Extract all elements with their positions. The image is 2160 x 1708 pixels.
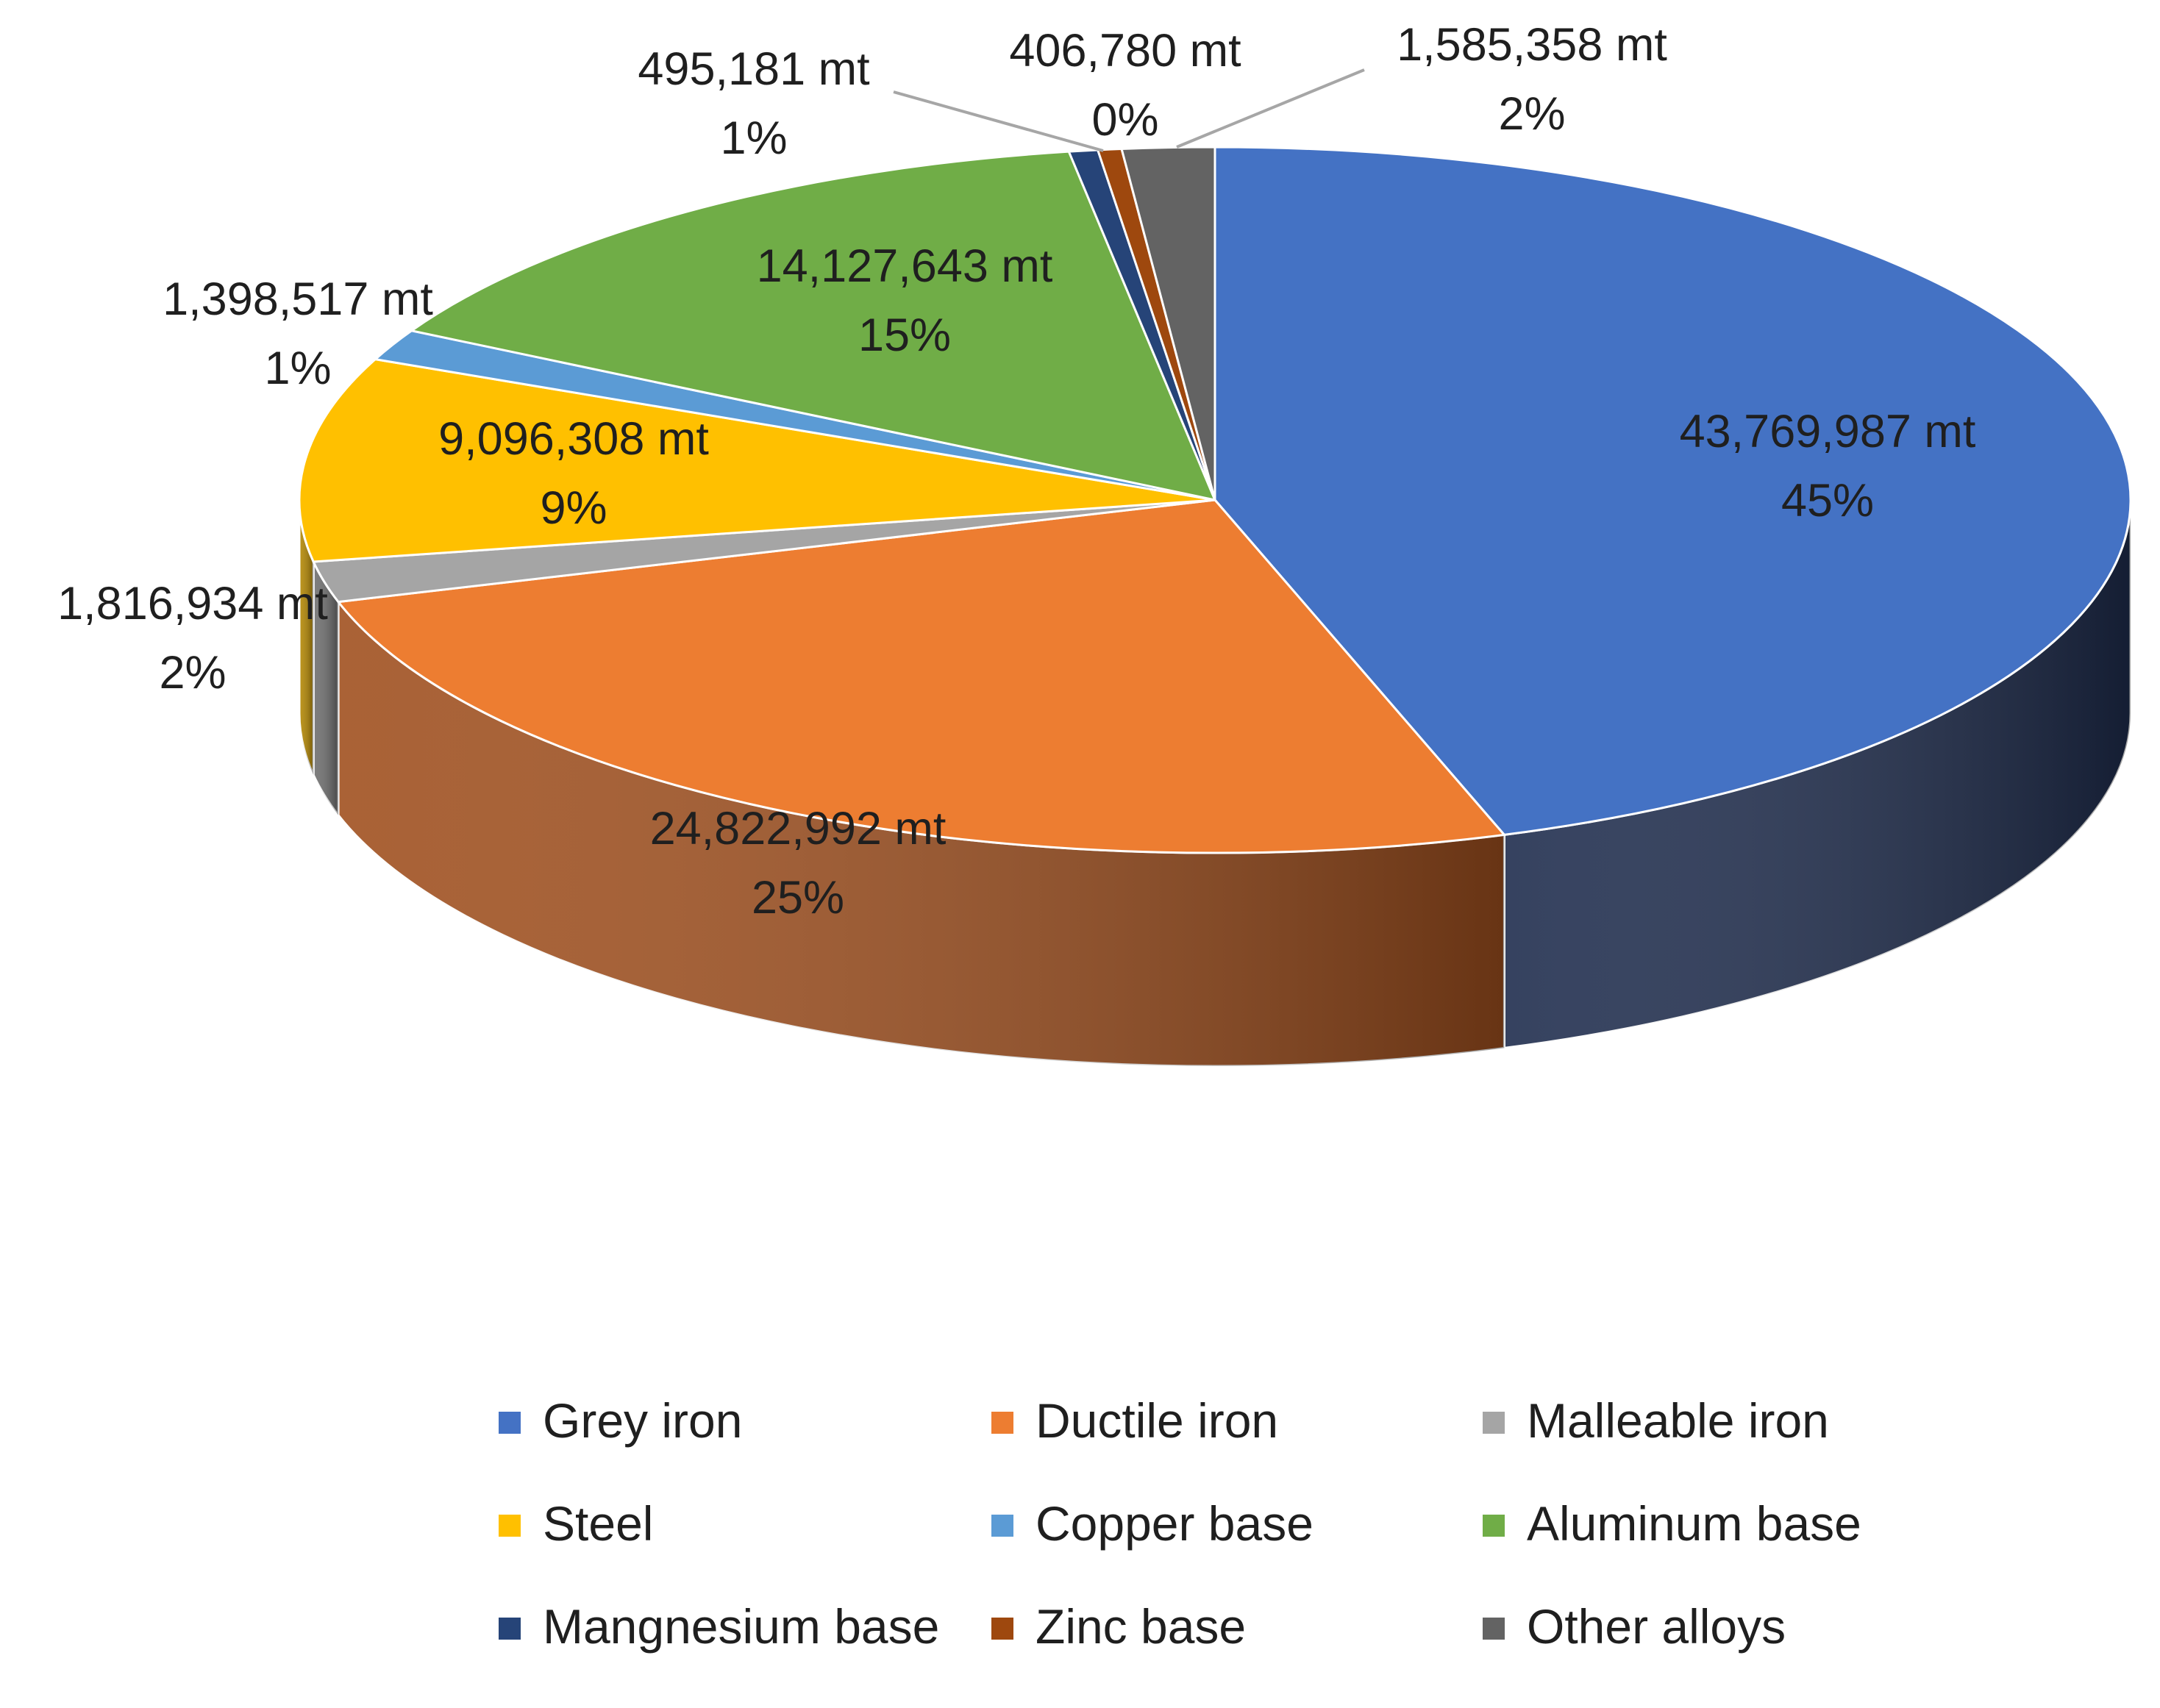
data-label-value-steel: 9,096,308 mt [438, 413, 709, 465]
legend-item-steel: Steel [499, 1496, 653, 1551]
legend-label-aluminum-base: Aluminum base [1527, 1496, 1861, 1551]
pie-slice-steel [298, 357, 1216, 563]
legend-item-ductile-iron: Ductile iron [991, 1393, 1278, 1448]
data-label-value-aluminum-base: 14,127,643 mt [757, 240, 1053, 292]
data-label-percent-aluminum-base: 15% [858, 310, 951, 361]
legend-swatch-zinc-base [991, 1618, 1013, 1640]
data-label-percent-other-alloys: 2% [1498, 88, 1565, 140]
legend-label-zinc-base: Zinc base [1036, 1599, 1246, 1654]
data-label-percent-steel: 9% [540, 482, 607, 534]
leader-line-mangnesium-base [893, 90, 1104, 152]
legend-swatch-mangnesium-base [499, 1618, 521, 1640]
data-label-value-zinc-base: 406,780 mt [1009, 25, 1241, 76]
legend-item-zinc-base: Zinc base [991, 1599, 1246, 1654]
pie-slice-aluminum-base [408, 150, 1217, 502]
pie-sides [298, 499, 2132, 1068]
legend-label-other-alloys: Other alloys [1527, 1599, 1786, 1654]
legend-item-malleable-iron: Malleable iron [1483, 1393, 1829, 1448]
pie-side-shade-malleable-iron [313, 561, 339, 815]
leader-lines [893, 68, 1365, 152]
legend-label-malleable-iron: Malleable iron [1527, 1393, 1829, 1448]
leader-line-other-alloys [1176, 68, 1365, 149]
data-label-percent-mangnesium-base: 1% [720, 112, 787, 164]
data-label-percent-zinc-base: 0% [1091, 94, 1158, 146]
pie-slice-other-alloys [1120, 146, 1216, 501]
legend-label-copper-base: Copper base [1036, 1496, 1314, 1551]
data-label-value-grey-iron: 43,769,987 mt [1680, 406, 1976, 457]
legend-item-mangnesium-base: Mangnesium base [499, 1599, 939, 1654]
legend-swatch-other-alloys [1483, 1618, 1505, 1640]
legend-swatch-grey-iron [499, 1412, 521, 1434]
legend-label-mangnesium-base: Mangnesium base [543, 1599, 939, 1654]
data-label-value-ductile-iron: 24,822,992 mt [650, 803, 947, 854]
pie-side-shade-steel [299, 500, 314, 775]
data-label-percent-grey-iron: 45% [1781, 475, 1874, 526]
data-label-value-malleable-iron: 1,816,934 mt [57, 578, 328, 629]
legend-label-grey-iron: Grey iron [543, 1393, 742, 1448]
data-label-value-other-alloys: 1,585,358 mt [1397, 19, 1667, 71]
pie-side-shade-ductile-iron [338, 601, 1505, 1066]
data-label-value-copper-base: 1,398,517 mt [163, 274, 433, 325]
legend-item-aluminum-base: Aluminum base [1483, 1496, 1861, 1551]
data-labels: 43,769,987 mt 45% 24,822,992 mt 25% 1,816,93… [57, 19, 1976, 923]
pie-slice-grey-iron [1213, 146, 2132, 837]
pie-slice-ductile-iron [336, 499, 1507, 854]
pie-tops [298, 146, 2132, 854]
legend-label-steel: Steel [543, 1496, 653, 1551]
data-label-percent-malleable-iron: 2% [159, 647, 226, 698]
legend-item-grey-iron: Grey iron [499, 1393, 742, 1448]
data-label-percent-copper-base: 1% [264, 343, 331, 394]
legend-swatch-aluminum-base [1483, 1515, 1505, 1537]
data-label-value-mangnesium-base: 495,181 mt [638, 43, 870, 95]
data-label-percent-ductile-iron: 25% [752, 872, 844, 923]
legend: Grey iron Ductile iron Malleable iron Steel… [499, 1393, 1861, 1654]
legend-swatch-malleable-iron [1483, 1412, 1505, 1434]
legend-item-copper-base: Copper base [991, 1496, 1314, 1551]
legend-label-ductile-iron: Ductile iron [1036, 1393, 1278, 1448]
legend-swatch-copper-base [991, 1515, 1013, 1537]
legend-swatch-steel [499, 1515, 521, 1537]
pie-side-shade-grey-iron [1504, 500, 2131, 1048]
legend-item-other-alloys: Other alloys [1483, 1599, 1786, 1654]
legend-swatch-ductile-iron [991, 1412, 1013, 1434]
